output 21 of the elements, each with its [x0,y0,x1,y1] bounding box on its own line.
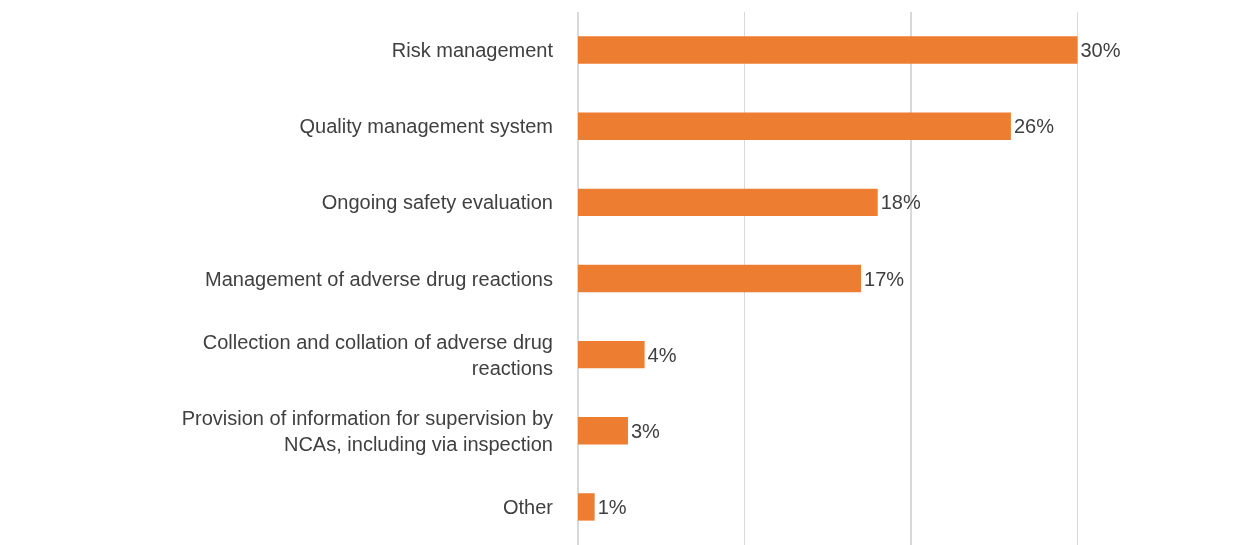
y-tick-label: Collection and collation of adverse drug reactions [202,330,553,379]
y-tick-label: Other [502,495,554,518]
y-tick-label: Risk management [391,39,554,62]
data-label: 4% [647,343,677,366]
y-tick-label: Ongoing safety evaluation [321,191,553,214]
bar [578,36,1078,64]
data-label: 30% [1080,39,1121,62]
data-label: 1% [597,495,627,518]
y-tick-label: Quality management system [299,115,553,138]
data-label: 18% [880,191,921,214]
bar [578,112,1011,140]
bar [578,264,862,293]
bar [578,417,628,445]
y-tick-label: Management of adverse drug reactions [205,267,553,290]
data-label: 3% [630,419,661,442]
bar [578,340,645,369]
bar [578,493,595,521]
y-tick-label: Provision of information for supervision by NCAs, including via inspection [181,406,553,455]
bar [578,188,878,217]
data-label: 17% [864,267,905,290]
data-label: 26% [1013,115,1055,138]
